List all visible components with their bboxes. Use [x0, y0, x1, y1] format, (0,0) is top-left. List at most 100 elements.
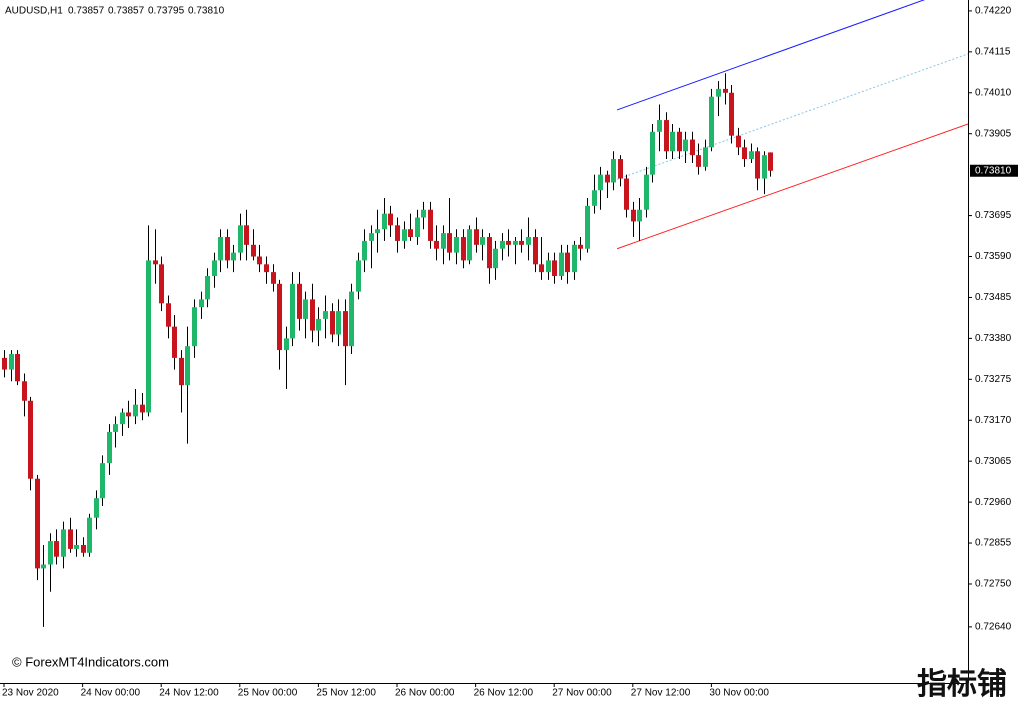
x-tick-label: 26 Nov 12:00 [474, 688, 534, 699]
bull-body [212, 260, 217, 277]
bull-body [74, 544, 79, 549]
bull-body [637, 209, 642, 222]
bull-body [572, 244, 577, 273]
bull-body [185, 346, 190, 386]
bear-body [434, 240, 439, 249]
bull-body [336, 311, 341, 335]
bull-body [290, 283, 295, 339]
y-tick-label: 0.72750 [975, 579, 1012, 590]
x-tick-label: 23 Nov 2020 [2, 688, 59, 699]
bear-body [166, 303, 171, 327]
x-tick-label: 25 Nov 12:00 [316, 688, 376, 699]
bear-body [54, 541, 59, 557]
bear-body [539, 264, 544, 273]
bear-body [225, 237, 230, 261]
bear-body [565, 252, 570, 273]
bull-body [480, 237, 485, 245]
bull-body [94, 498, 99, 518]
bear-body [264, 264, 269, 273]
x-tick-label: 24 Nov 12:00 [159, 688, 219, 699]
bear-body [68, 529, 73, 549]
bull-body [284, 338, 289, 351]
y-tick-label: 0.73275 [975, 374, 1012, 385]
bear-body [552, 260, 557, 277]
header-value: 0.73795 [148, 6, 185, 17]
bear-body [179, 357, 184, 386]
bear-body [742, 147, 747, 160]
bull-body [611, 159, 616, 183]
bull-body [48, 541, 53, 565]
bear-body [140, 404, 145, 413]
y-tick-label: 0.72960 [975, 497, 1012, 508]
bear-body [35, 478, 40, 569]
y-tick-label: 0.74220 [975, 6, 1012, 17]
bear-body [618, 159, 623, 179]
bear-body [297, 283, 302, 319]
bull-body [199, 299, 204, 308]
y-tick-label: 0.73065 [975, 456, 1012, 467]
bull-body [375, 229, 380, 234]
bull-body [585, 205, 590, 249]
bear-body [461, 237, 466, 261]
bull-body [382, 213, 387, 230]
bear-body [768, 152, 773, 171]
logo: 指标铺 [917, 668, 1007, 701]
y-tick-label: 0.73485 [975, 292, 1012, 303]
x-tick-label: 25 Nov 00:00 [238, 688, 298, 699]
bull-body [421, 209, 426, 218]
x-tick-label: 26 Nov 00:00 [395, 688, 455, 699]
bull-body [592, 190, 597, 206]
bear-body [395, 225, 400, 241]
bear-body [664, 120, 669, 152]
bull-body [356, 260, 361, 292]
y-tick-label: 0.73590 [975, 251, 1012, 262]
bear-body [153, 260, 158, 265]
current-price-box [970, 164, 1018, 177]
bull-body [303, 299, 308, 319]
header-value: 0.73857 [68, 6, 105, 17]
bear-body [729, 92, 734, 136]
bull-body [316, 318, 321, 331]
bull-body [559, 252, 564, 277]
bull-body [120, 412, 125, 425]
bear-body [271, 272, 276, 284]
y-tick-label: 0.73170 [975, 415, 1012, 426]
bull-body [415, 217, 420, 238]
bull-body [670, 131, 675, 152]
bear-body [15, 353, 20, 382]
bull-body [323, 311, 328, 319]
bear-body [696, 155, 701, 167]
bear-body [624, 178, 629, 210]
current-price-label: 0.73810 [975, 165, 1012, 176]
bull-body [9, 353, 14, 370]
bear-body [244, 225, 249, 245]
bear-body [631, 209, 636, 222]
bear-body [2, 357, 7, 370]
bull-body [467, 229, 472, 261]
channel-lower [616, 123, 968, 250]
bull-body [598, 174, 603, 191]
bull-body [716, 88, 721, 97]
bull-body [454, 237, 459, 253]
y-tick-label: 0.72855 [975, 538, 1012, 549]
y-tick-label: 0.73905 [975, 128, 1012, 139]
bear-body [388, 213, 393, 226]
bear-body [474, 229, 479, 245]
bear-body [251, 244, 256, 257]
symbol: AUDUSD,H1 [5, 6, 63, 17]
bear-body [428, 209, 433, 241]
x-tick-label: 27 Nov 00:00 [552, 688, 612, 699]
x-tick-label: 30 Nov 00:00 [709, 688, 769, 699]
bull-body [402, 229, 407, 241]
bear-body [277, 283, 282, 351]
bull-body [762, 155, 767, 179]
bull-body [349, 291, 354, 347]
bear-body [126, 412, 131, 417]
bear-body [310, 299, 315, 331]
x-tick-label: 27 Nov 12:00 [631, 688, 691, 699]
bull-body [133, 404, 138, 417]
bull-body [41, 564, 46, 569]
bear-body [22, 381, 27, 401]
bull-body [113, 424, 118, 432]
